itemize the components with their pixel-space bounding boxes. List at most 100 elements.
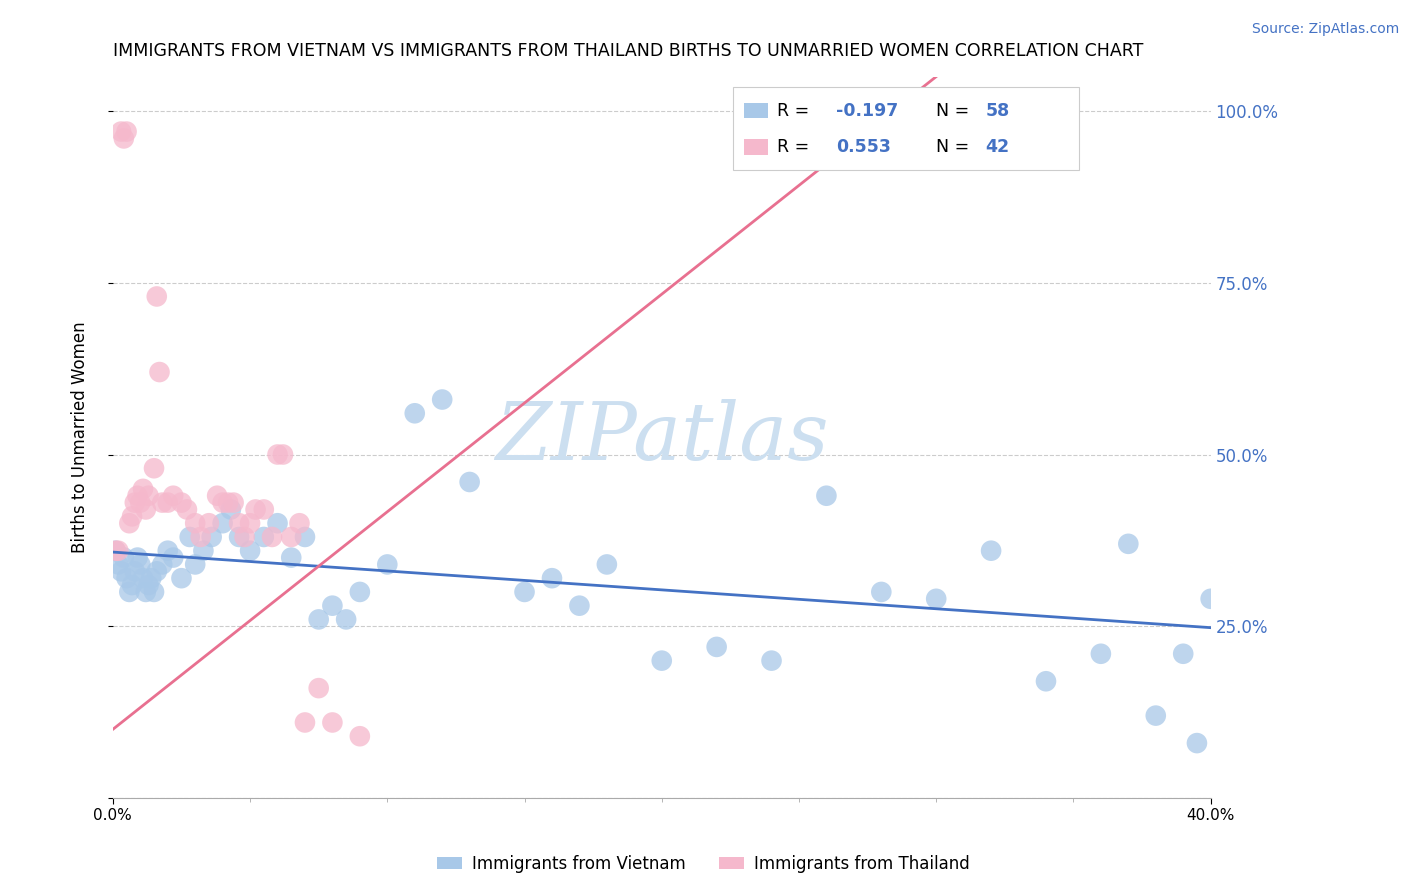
Point <box>121 509 143 524</box>
Point <box>288 516 311 531</box>
Point <box>138 489 160 503</box>
Point <box>179 530 201 544</box>
Point <box>127 489 149 503</box>
Point <box>815 489 838 503</box>
Point <box>198 516 221 531</box>
Point <box>127 550 149 565</box>
Point <box>1144 708 1167 723</box>
Text: -0.197: -0.197 <box>837 102 898 120</box>
Point <box>156 495 179 509</box>
Point <box>568 599 591 613</box>
Text: IMMIGRANTS FROM VIETNAM VS IMMIGRANTS FROM THAILAND BIRTHS TO UNMARRIED WOMEN CO: IMMIGRANTS FROM VIETNAM VS IMMIGRANTS FR… <box>112 42 1143 60</box>
Point <box>271 448 294 462</box>
Point <box>308 612 330 626</box>
Point <box>233 530 256 544</box>
Point <box>239 543 262 558</box>
Point <box>294 715 316 730</box>
Point <box>335 612 357 626</box>
Point <box>107 543 129 558</box>
Point <box>162 550 184 565</box>
Point <box>321 599 343 613</box>
Point <box>201 530 224 544</box>
Point <box>458 475 481 489</box>
Point <box>138 578 160 592</box>
Point <box>211 516 233 531</box>
Point <box>280 530 302 544</box>
Point <box>404 406 426 420</box>
Point <box>190 530 212 544</box>
Point <box>245 502 267 516</box>
Point <box>239 516 262 531</box>
Point <box>222 495 245 509</box>
FancyBboxPatch shape <box>733 87 1078 170</box>
Text: ZIPatlas: ZIPatlas <box>495 399 828 476</box>
Point <box>980 543 1002 558</box>
Point <box>118 585 141 599</box>
Point <box>193 543 215 558</box>
Point <box>145 564 167 578</box>
Point <box>129 558 152 572</box>
Point <box>124 564 146 578</box>
Point <box>141 571 163 585</box>
Point <box>870 585 893 599</box>
Text: N =: N = <box>936 137 974 155</box>
Point <box>132 482 155 496</box>
Point <box>925 591 948 606</box>
Point <box>253 530 276 544</box>
Point <box>184 558 207 572</box>
Point <box>308 681 330 695</box>
Text: 0.553: 0.553 <box>837 137 891 155</box>
Point <box>513 585 536 599</box>
Point <box>1185 736 1208 750</box>
Point <box>1199 591 1222 606</box>
Point <box>145 289 167 303</box>
Point <box>150 495 173 509</box>
Point <box>143 461 166 475</box>
Point <box>129 495 152 509</box>
Point <box>596 558 619 572</box>
Point <box>110 564 132 578</box>
Point <box>228 530 250 544</box>
Point <box>143 585 166 599</box>
Point <box>205 489 228 503</box>
Point <box>115 124 138 138</box>
Point <box>115 571 138 585</box>
Point <box>132 571 155 585</box>
Point <box>170 571 193 585</box>
Point <box>260 530 283 544</box>
Point <box>1035 674 1057 689</box>
Point <box>211 495 233 509</box>
Text: 42: 42 <box>986 137 1010 155</box>
Bar <box>744 103 768 119</box>
Point <box>228 516 250 531</box>
Y-axis label: Births to Unmarried Women: Births to Unmarried Women <box>72 321 89 553</box>
Text: R =: R = <box>778 102 814 120</box>
Point <box>112 131 135 145</box>
Point <box>321 715 343 730</box>
Point <box>1090 647 1112 661</box>
Point <box>280 550 302 565</box>
Point <box>112 550 135 565</box>
Text: R =: R = <box>778 137 814 155</box>
Point <box>135 585 157 599</box>
Point <box>156 543 179 558</box>
Point <box>375 558 398 572</box>
Point <box>217 495 239 509</box>
Point <box>121 578 143 592</box>
Point <box>124 495 146 509</box>
Point <box>150 558 173 572</box>
Point <box>761 654 783 668</box>
Point <box>104 543 127 558</box>
Point <box>266 516 288 531</box>
Point <box>148 365 170 379</box>
Text: N =: N = <box>936 102 974 120</box>
Point <box>253 502 276 516</box>
Text: 58: 58 <box>986 102 1010 120</box>
Point <box>176 502 198 516</box>
Bar <box>744 138 768 154</box>
Point <box>110 124 132 138</box>
Point <box>184 516 207 531</box>
Point <box>1118 537 1140 551</box>
Text: Source: ZipAtlas.com: Source: ZipAtlas.com <box>1251 22 1399 37</box>
Point <box>104 543 127 558</box>
